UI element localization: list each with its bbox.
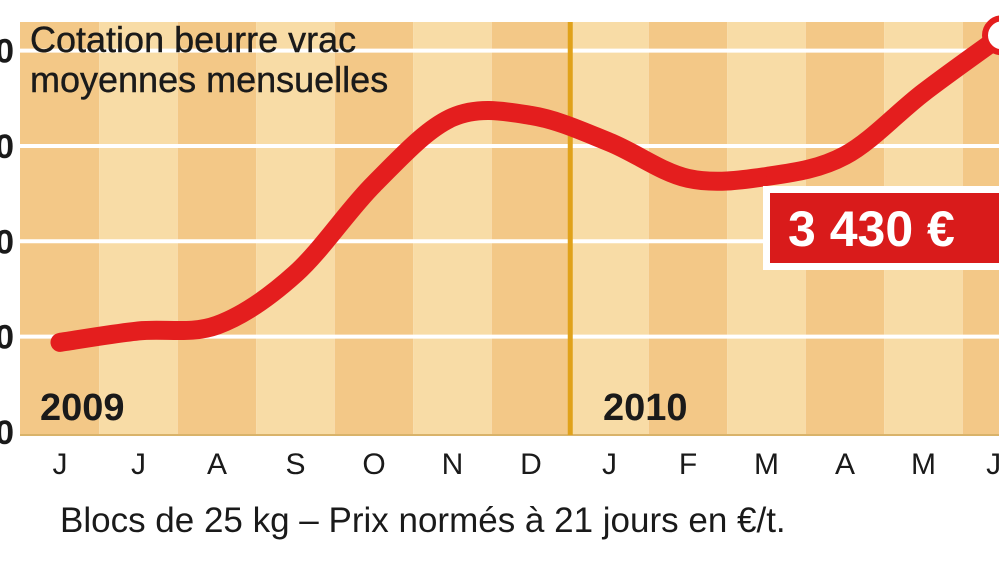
month-band: [20, 22, 100, 435]
callout-box: [770, 193, 999, 263]
month-band: [491, 22, 571, 435]
x-tick-label: Ju: [986, 448, 999, 481]
chart-title-line2: moyennes mensuelles: [30, 59, 388, 100]
data-point: [982, 15, 999, 56]
y-tick-label: 4000: [0, 33, 14, 71]
y-tick-label: 2000: [0, 414, 14, 452]
x-tick-label: F: [679, 448, 697, 481]
y-tick-label: 3500: [0, 128, 14, 166]
y-tick-label: 2500: [0, 319, 14, 357]
x-axis-label: Blocs de 25 kg – Prix normés à 21 jours …: [60, 501, 786, 540]
x-tick-label: J: [602, 448, 617, 481]
chart-title-line1: Cotation beurre vrac: [30, 19, 356, 60]
x-tick-label: J: [53, 448, 68, 481]
month-band: [570, 22, 649, 435]
price-callout: 3 430 €: [763, 186, 999, 270]
y-tick-labels: 2000 2500 3000 3500 4000: [0, 33, 14, 452]
month-band: [648, 22, 728, 435]
x-tick-label: J: [131, 448, 146, 481]
x-tick-label: M: [754, 448, 779, 481]
year-labels: 2009 2010: [40, 387, 688, 429]
month-band: [99, 22, 178, 435]
x-tick-label: O: [362, 448, 385, 481]
x-tick-label: S: [285, 448, 305, 481]
x-tick-label: N: [442, 448, 464, 481]
callout-value: 3 430 €: [788, 201, 955, 257]
x-tick-label: A: [207, 448, 227, 481]
year-label: 2010: [603, 387, 688, 429]
month-band: [177, 22, 257, 435]
x-tick-label: D: [520, 448, 542, 481]
x-tick-labels: J J A S O N D J F M A M Ju: [53, 448, 999, 481]
year-label: 2009: [40, 387, 125, 429]
y-tick-label: 3000: [0, 223, 14, 261]
month-band: [256, 22, 335, 435]
month-band: [413, 22, 492, 435]
series-points: [59, 15, 999, 343]
x-tick-label: M: [911, 448, 936, 481]
x-tick-label: A: [835, 448, 855, 481]
